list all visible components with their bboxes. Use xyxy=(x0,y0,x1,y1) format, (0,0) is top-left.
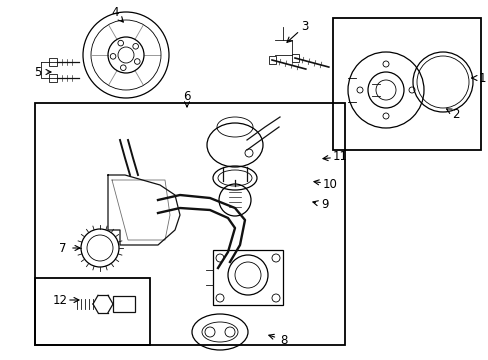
Text: 10: 10 xyxy=(322,177,337,190)
Text: 7: 7 xyxy=(59,242,67,255)
Text: 9: 9 xyxy=(321,198,328,211)
Bar xyxy=(49,58,57,66)
Text: 11: 11 xyxy=(332,150,347,163)
Bar xyxy=(35,103,345,345)
Text: 4: 4 xyxy=(111,6,119,19)
Bar xyxy=(291,54,298,62)
Text: 1: 1 xyxy=(477,72,485,85)
Text: 2: 2 xyxy=(451,108,459,121)
Text: 5: 5 xyxy=(34,66,41,78)
Bar xyxy=(113,296,135,312)
Text: 6: 6 xyxy=(183,90,190,103)
Bar xyxy=(49,74,57,82)
Bar xyxy=(213,250,283,305)
Text: 3: 3 xyxy=(301,19,308,32)
Text: 12: 12 xyxy=(52,293,67,306)
Bar xyxy=(332,18,480,150)
Text: 8: 8 xyxy=(280,333,287,346)
Bar xyxy=(35,278,150,345)
Bar xyxy=(268,56,275,64)
